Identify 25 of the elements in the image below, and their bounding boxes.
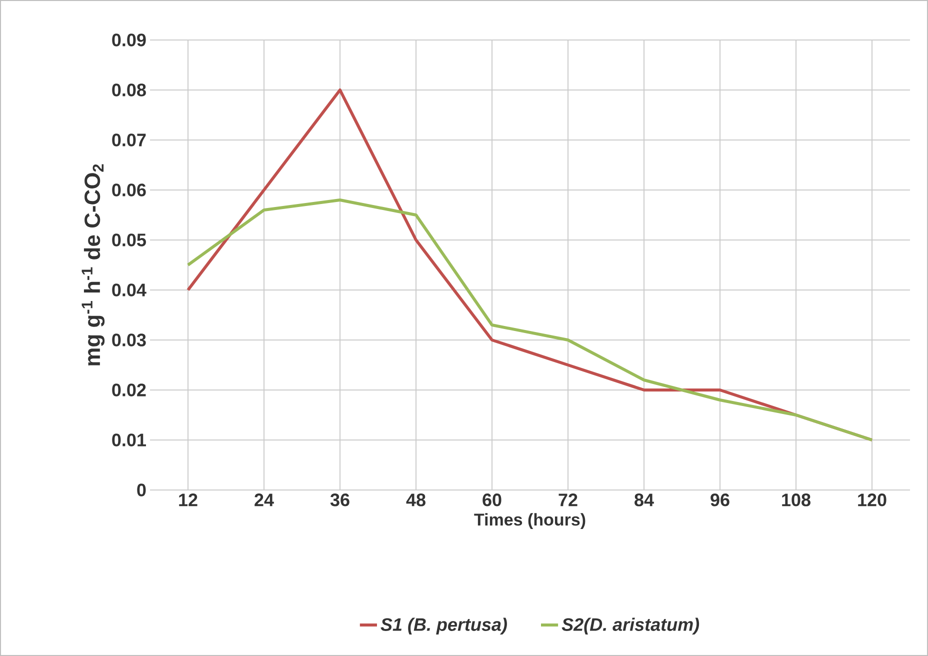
y-axis-title: mg g$^{-1}$ h$^{-1}$ de C-CO$_{2}$: [82, 164, 105, 366]
x-tick-label: 24: [254, 494, 274, 506]
y-tick-label: 0.03: [112, 334, 146, 346]
line-series: [186, 198, 874, 442]
y-tick-label: 0.08: [112, 84, 146, 96]
legend-label: S1 (B. pertusa): [380, 618, 507, 635]
x-tick-label: 108: [782, 494, 810, 506]
x-tick-label: 96: [710, 494, 730, 506]
x-tick-label: 12: [179, 494, 198, 506]
y-tick-label: 0.01: [112, 434, 146, 446]
y-tick-label: 0.06: [112, 184, 146, 196]
y-tick-label: 0.04: [112, 284, 146, 296]
legend-label: S2(D. aristatum): [562, 618, 700, 635]
y-tick-label: 0.02: [112, 384, 146, 396]
y-tick-label: 0.09: [112, 34, 146, 46]
x-axis-title: Times (hours): [474, 513, 586, 530]
x-tick-label: 60: [482, 494, 502, 506]
x-tick-label: 120: [858, 494, 886, 506]
x-tick-label: 84: [634, 494, 654, 506]
y-tick-label: 0.05: [112, 234, 146, 246]
y-tick-label: 0.07: [112, 134, 146, 146]
x-tick-label: 72: [558, 494, 578, 506]
x-tick-label: 36: [330, 494, 350, 506]
x-tick-label: 48: [406, 494, 426, 506]
y-tick-label: 0: [137, 484, 146, 496]
